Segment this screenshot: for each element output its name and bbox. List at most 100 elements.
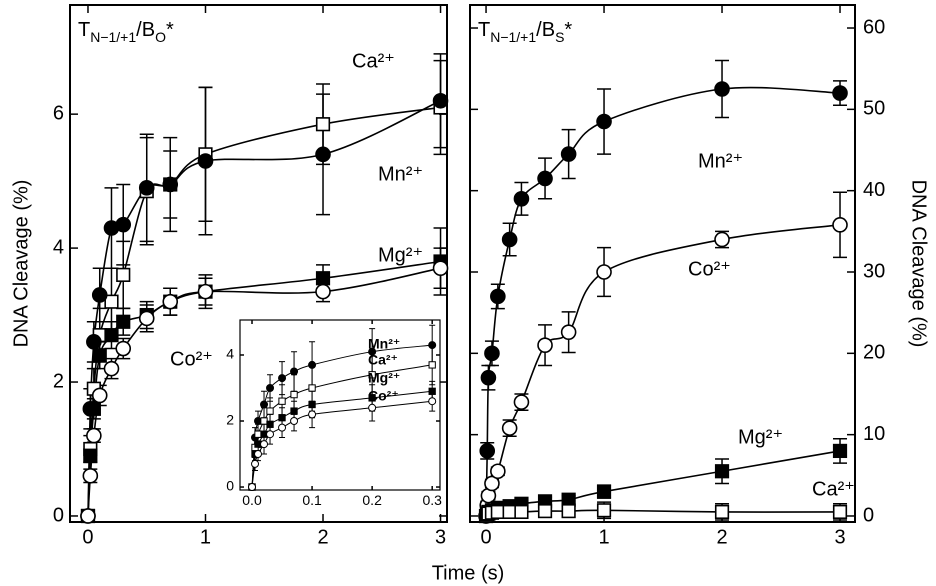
data-point: [290, 390, 298, 399]
data-point: [832, 504, 848, 520]
data-point: [260, 440, 269, 449]
data-point: [513, 394, 530, 410]
y-tick-label: 20: [863, 342, 885, 364]
data-point: [537, 170, 553, 187]
data-point: [91, 387, 108, 404]
data-point: [197, 283, 214, 300]
x-tick-label: 1: [598, 526, 609, 548]
data-point: [290, 417, 299, 426]
y-tick-label: 60: [863, 16, 885, 38]
data-point: [92, 348, 107, 363]
y-tick-label: 0: [863, 504, 874, 526]
data-point: [308, 410, 317, 419]
data-point: [428, 397, 437, 406]
data-point: [560, 146, 577, 162]
title-part: S: [555, 29, 564, 45]
y-tick-label: 2: [53, 370, 64, 392]
x-tick-label: 0.3: [422, 492, 442, 508]
data-point: [80, 508, 96, 524]
data-point: [368, 347, 377, 356]
data-point: [104, 294, 119, 309]
data-point: [116, 314, 131, 329]
data-point: [260, 400, 269, 409]
x-tick-label: 0.0: [242, 492, 262, 508]
x-tick-label: 0.2: [362, 492, 382, 508]
data-point: [428, 387, 436, 395]
data-point: [115, 340, 132, 357]
data-point: [513, 191, 530, 207]
data-point: [290, 367, 299, 376]
y-tick-label: 6: [53, 102, 64, 124]
series-label: Mg²⁺: [378, 244, 423, 266]
panel-title: TN−1/+1/BO*: [78, 19, 174, 44]
series-label: Ca²⁺: [368, 352, 398, 368]
data-point: [138, 310, 155, 327]
data-point: [266, 407, 274, 415]
data-point: [266, 430, 275, 439]
data-point: [560, 324, 577, 340]
series-curve: [87, 106, 441, 517]
data-point: [86, 401, 101, 416]
data-point: [484, 475, 500, 492]
data-point: [714, 504, 730, 520]
series-label: Co²⁺: [368, 388, 399, 404]
data-point: [308, 400, 316, 409]
series-label: Ca²⁺: [352, 50, 395, 72]
data-point: [266, 384, 275, 392]
data-point: [315, 117, 331, 132]
data-point: [315, 283, 331, 300]
data-point: [315, 146, 331, 163]
data-point: [278, 397, 286, 405]
y-tick-label: 4: [53, 236, 64, 258]
plot-frame: [239, 319, 441, 491]
data-point: [116, 267, 131, 282]
y-tick-label: 2: [226, 412, 234, 428]
y-tick-label: 40: [863, 179, 885, 201]
data-point: [138, 180, 155, 196]
data-point: [484, 345, 500, 362]
title-part: /B: [136, 19, 155, 41]
data-point: [266, 420, 274, 428]
data-point: [254, 430, 262, 438]
data-point: [103, 360, 120, 377]
data-point: [428, 341, 437, 350]
series-label: Co²⁺: [688, 258, 731, 280]
y-axis-label: DNA Cleavage (%): [908, 180, 930, 348]
y-tick-label: 30: [863, 260, 885, 282]
data-point: [83, 448, 98, 463]
data-point: [290, 407, 298, 415]
series-label: Mn²⁺: [378, 163, 423, 185]
y-axis-label: DNA Cleavage (%): [10, 180, 32, 348]
data-point: [162, 293, 179, 310]
title-part: O: [155, 29, 166, 45]
x-tick-label: 1: [200, 526, 211, 548]
title-part: /B: [536, 19, 555, 41]
data-point: [596, 484, 612, 499]
data-point: [714, 464, 730, 479]
data-point: [368, 371, 376, 379]
title-part: N−1/+1: [90, 29, 136, 45]
title-part: T: [78, 19, 90, 41]
data-point: [86, 427, 102, 444]
data-point: [82, 467, 99, 484]
data-point: [197, 153, 214, 169]
data-point: [832, 217, 848, 233]
data-point: [278, 423, 287, 432]
data-point: [480, 369, 497, 386]
data-point: [278, 374, 287, 383]
data-point: [490, 504, 505, 520]
data-point: [501, 231, 518, 248]
data-point: [596, 264, 612, 280]
data-point: [315, 271, 331, 286]
data-point: [248, 483, 257, 492]
data-point: [251, 459, 260, 468]
panel-title: TN−1/+1/BS*: [478, 19, 572, 44]
y-tick-label: 4: [226, 346, 234, 362]
x-axis-label: Time (s): [432, 562, 505, 584]
y-tick-label: 0: [226, 478, 234, 494]
data-point: [596, 503, 612, 518]
data-point: [514, 504, 529, 520]
data-point: [428, 361, 436, 369]
data-point: [278, 414, 286, 422]
data-point: [537, 337, 553, 353]
